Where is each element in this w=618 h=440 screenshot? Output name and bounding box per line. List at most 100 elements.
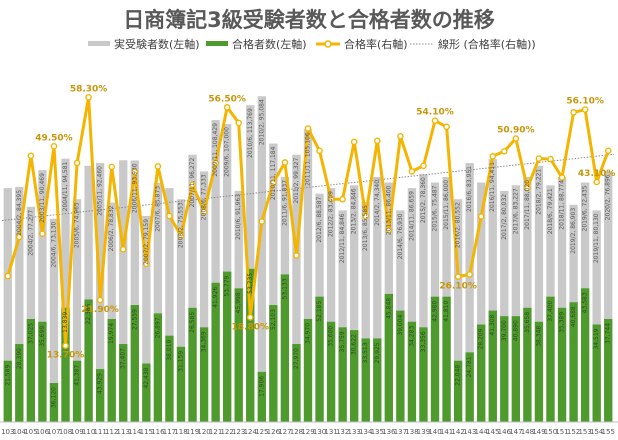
bar-top-label: 2015/6, 75,487 — [432, 185, 439, 231]
bar-top-label: 2019/2, 86,903 — [570, 208, 577, 254]
x-tick-label: 114 — [128, 428, 142, 436]
bar-top-label: 2013/11, 86,400 — [385, 185, 392, 235]
bar-top-label: 2004/2, 84,395 — [16, 190, 23, 236]
bar-top-label: 2010/2, 95,084 — [258, 99, 265, 145]
x-tick-label: 147 — [509, 428, 522, 436]
rate-point — [501, 148, 508, 155]
x-tick-label: 124 — [244, 428, 258, 436]
bar-value-label: 52,185 — [316, 301, 323, 322]
bar-top-label: 2012/11, 84,846 — [339, 213, 346, 263]
bar-top-label: 2014/11, 86,659 — [408, 191, 415, 241]
bar-top-label: 2014/6, 76,930 — [397, 213, 404, 259]
legend-label-examinees: 実受験者数(左軸) — [114, 37, 200, 51]
bar-examinees — [350, 185, 359, 422]
bar-passers — [38, 321, 47, 422]
bar-examinees — [107, 202, 116, 422]
bar-examinees — [338, 210, 347, 422]
bar-value-label: 21,589 — [4, 365, 11, 386]
bar-passers — [188, 307, 197, 422]
bar-examinees — [142, 215, 151, 422]
bar-value-label: 35,699 — [39, 326, 46, 347]
bar-top-label: 2004/11, 94,581 — [62, 161, 69, 211]
x-tick-label: 132 — [336, 428, 349, 436]
bar-top-label: 2018/11, 88,774 — [559, 180, 566, 230]
x-tick-label: 137 — [394, 428, 407, 436]
bar-top-label: 2010/11, 117,184 — [270, 146, 277, 200]
bar-top-label: 2019/11, 80,130 — [593, 213, 600, 263]
rate-point-label: 13.70% — [47, 351, 85, 361]
rate-point — [466, 271, 473, 278]
bar-examinees — [361, 202, 370, 422]
bar-value-label: 17,906 — [258, 376, 265, 397]
rate-point — [177, 232, 185, 239]
x-tick-label: 154 — [590, 428, 604, 436]
x-axis: 1031041051061071081091101111121131141151… — [0, 421, 618, 436]
bar-passers — [61, 307, 70, 422]
bar-value-label: 39,700 — [501, 320, 508, 341]
rate-point — [270, 179, 277, 186]
rate-point — [85, 94, 92, 101]
bar-top-label: 2016/6, 83,951 — [466, 166, 473, 212]
rate-point — [200, 208, 208, 215]
bar-top-label: 2018/6, 79,421 — [547, 188, 554, 234]
bar-top-label: 2010/6, 91,963 — [235, 194, 242, 240]
bar-top-label: 2006/11, 93,930 — [131, 163, 138, 213]
x-tick-label: 110 — [82, 428, 95, 436]
bar-top-label: 2017/2, 80,032 — [501, 194, 508, 240]
bar-passers — [546, 296, 555, 422]
bar-value-label: 24,781 — [466, 356, 473, 377]
x-tick-label: 145 — [486, 428, 499, 436]
rate-point — [339, 195, 346, 203]
bar-passers — [604, 318, 613, 422]
bar-value-label: 37,400 — [547, 301, 554, 322]
rate-point — [143, 260, 150, 268]
rate-point-label: 56.50% — [208, 94, 246, 104]
x-tick-label: 142 — [451, 428, 464, 436]
bar-examinees — [500, 190, 509, 422]
x-tick-label: 134 — [359, 428, 373, 436]
rate-point — [570, 109, 577, 116]
bar-passers — [488, 310, 497, 422]
bar-value-label: 34,283 — [408, 326, 415, 347]
bar-passers — [199, 327, 209, 422]
rate-point — [350, 138, 358, 146]
bar-value-label: 53,779 — [224, 275, 231, 296]
bar-value-label: 27,970 — [293, 348, 300, 369]
rate-point — [489, 153, 497, 160]
rate-point — [4, 272, 12, 280]
bar-passers — [176, 346, 186, 422]
bar-examinees — [488, 159, 497, 422]
bar-top-label: 2007/6, 85,873 — [154, 186, 161, 232]
x-tick-label: 127 — [278, 428, 291, 436]
rate-point — [154, 163, 162, 170]
x-tick-label: 105 — [24, 428, 37, 436]
bar-value-label: 43,583 — [582, 292, 589, 313]
x-tick-label: 123 — [232, 428, 245, 436]
bar-value-label: 26,585 — [189, 312, 196, 333]
rate-point-label: 26.10% — [439, 282, 477, 292]
bar-value-label: 53,133 — [281, 278, 288, 299]
rate-point — [246, 313, 254, 321]
bar-value-label: 19,974 — [108, 323, 115, 344]
rate-point — [316, 147, 323, 155]
rate-point — [304, 125, 312, 132]
legend-label-trend: 線形 (合格率(右軸)) — [438, 37, 536, 51]
rate-point — [39, 230, 46, 238]
x-tick-label: 131 — [324, 428, 337, 436]
rate-point — [593, 178, 600, 186]
bar-passers — [234, 288, 243, 422]
bar-top-label: 2005/6, 74,965 — [74, 202, 81, 248]
legend-label-passers: 合格者数(左軸) — [232, 37, 307, 51]
bar-passers — [361, 338, 370, 422]
x-tick-label: 107 — [47, 428, 60, 436]
bar-value-label: 28,209 — [478, 328, 485, 349]
x-tick-label: 148 — [521, 428, 534, 436]
rate-point — [50, 143, 58, 150]
bar-examinees — [419, 174, 428, 422]
bar-examinees — [119, 160, 128, 422]
bar-top-label: 2017/11, 88,020 — [524, 180, 531, 230]
bar-top-label: 2009/6, 107,000 — [224, 127, 231, 177]
bar-passers — [211, 282, 220, 422]
bar-top-label: 2016/11, 94,411 — [489, 162, 496, 212]
bar-examinees — [604, 171, 613, 422]
